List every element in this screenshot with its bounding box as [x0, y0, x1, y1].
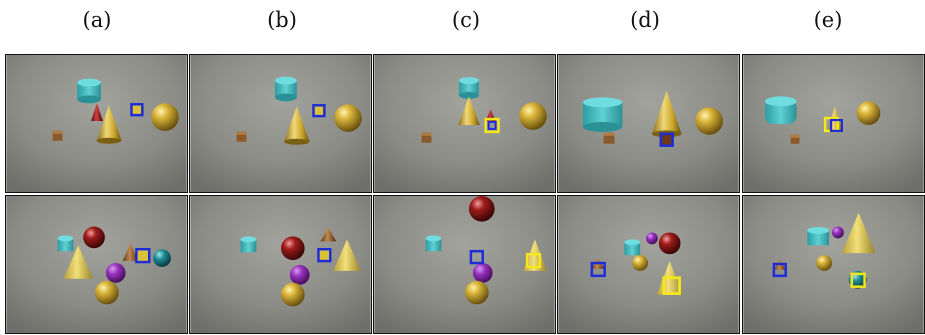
scene-2b — [189, 195, 372, 334]
scene-2a-render — [6, 196, 187, 333]
scene-1c-render — [374, 55, 555, 192]
scene-1c — [373, 54, 556, 193]
col-label-a: (a) — [82, 8, 112, 32]
column-labels: (a) (b) (c) (d) (e) — [0, 0, 925, 50]
scene-2e — [742, 195, 925, 334]
scene-2e-render — [743, 196, 924, 333]
scene-1d — [557, 54, 740, 193]
col-label-c: (c) — [451, 8, 481, 32]
scene-2d — [557, 195, 740, 334]
scene-2c — [373, 195, 556, 334]
scene-2a — [5, 195, 188, 334]
scene-1a-render — [6, 55, 187, 192]
scene-2b-render — [190, 196, 371, 333]
row-1 — [5, 54, 925, 194]
col-label-b: (b) — [267, 8, 297, 32]
row-2 — [5, 195, 925, 335]
col-label-d: (d) — [630, 8, 660, 32]
scene-2d-render — [558, 196, 739, 333]
scene-1a — [5, 54, 188, 193]
scene-1e — [742, 54, 925, 193]
scene-1d-render — [558, 55, 739, 192]
scene-2c-render — [374, 196, 555, 333]
scene-1e-render — [743, 55, 924, 192]
scene-1b — [189, 54, 372, 193]
col-label-e: (e) — [813, 8, 843, 32]
image-grid — [5, 54, 925, 335]
scene-1b-render — [190, 55, 371, 192]
